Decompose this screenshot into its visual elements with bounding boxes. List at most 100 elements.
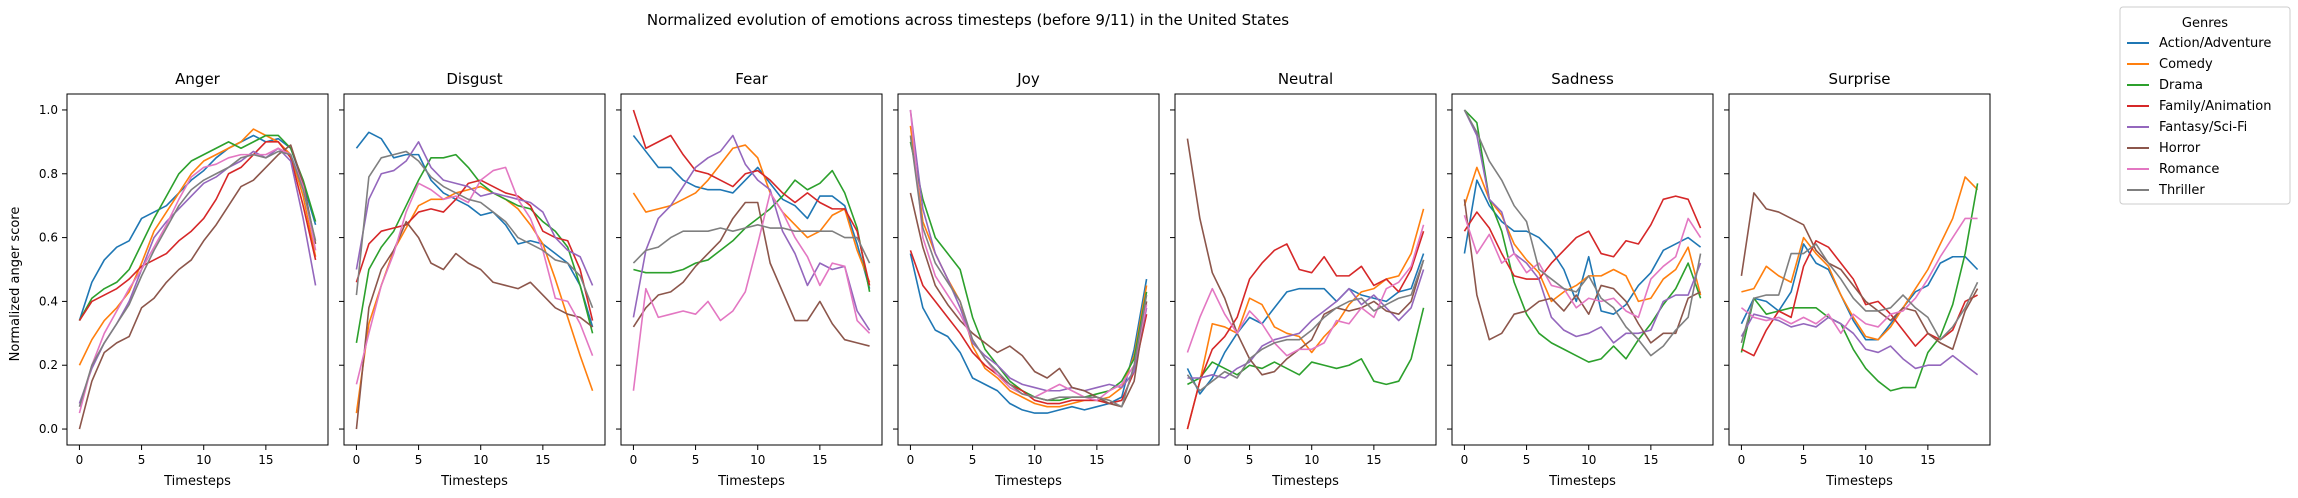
y-tick-label: 0.6: [39, 231, 58, 245]
subplot-surprise: 0 5 10 15 Surprise Timesteps: [1724, 70, 1991, 489]
subplot-anger: 0 5 10 15 0.0 0.2 0.4 0.6 0.8 1.0 Anger Timesteps: [39, 70, 329, 489]
x-tick-label: 15: [1366, 453, 1381, 467]
series-line-fantasy-sci-fi-joy: [909, 109, 1148, 392]
series-line-romance-fear: [632, 192, 871, 391]
series-line-horror-sadness: [1463, 199, 1701, 344]
x-axis-label: Timesteps: [1548, 474, 1616, 489]
x-axis-label: Timesteps: [994, 474, 1062, 489]
x-tick-label: 0: [353, 453, 361, 467]
x-tick-label: 0: [907, 453, 915, 467]
legend-item: Action/Adventure: [2127, 36, 2271, 51]
plot-frame-neutral: [1174, 93, 1437, 446]
legend-item: Thriller: [2127, 183, 2205, 198]
series-line-drama-fear: [633, 169, 871, 292]
plot-frame-fear: [620, 93, 883, 446]
subplot-title: Disgust: [446, 70, 502, 88]
series-line-romance-anger: [78, 147, 317, 414]
x-tick-label: 0: [76, 453, 84, 467]
legend: Genres Action/Adventure Comedy Drama Family…: [2119, 6, 2291, 205]
series-line-family-animation-sadness: [1463, 195, 1702, 280]
subplot-title: Anger: [175, 70, 221, 88]
legend-item: Comedy: [2127, 57, 2213, 72]
series-line-thriller-disgust: [355, 150, 594, 309]
legend-label: Family/Animation: [2159, 99, 2272, 114]
series-line-fantasy-sci-fi-surprise: [1740, 313, 1979, 376]
legend-title: Genres: [2182, 16, 2228, 31]
x-tick-label: 10: [1581, 453, 1596, 467]
x-tick-label: 5: [1523, 453, 1531, 467]
x-tick-label: 5: [969, 453, 977, 467]
x-axis-label: Timesteps: [1825, 474, 1893, 489]
x-axis-label: Timesteps: [440, 474, 508, 489]
x-tick-label: 5: [692, 453, 700, 467]
subplot-title: Sadness: [1551, 70, 1614, 88]
legend-label: Comedy: [2159, 57, 2213, 72]
legend-label: Drama: [2159, 78, 2203, 93]
x-tick-label: 10: [750, 453, 765, 467]
legend-frame: [2119, 6, 2291, 205]
subplot-joy: 0 5 10 15 Joy Timesteps: [893, 70, 1160, 489]
series-line-comedy-anger: [78, 128, 317, 366]
x-tick-label: 5: [1246, 453, 1254, 467]
x-tick-label: 5: [415, 453, 423, 467]
plot-frame-joy: [897, 93, 1160, 446]
series-line-horror-neutral: [1186, 138, 1425, 376]
subplot-title: Joy: [1016, 70, 1040, 88]
x-tick-label: 10: [1304, 453, 1319, 467]
legend-item: Horror: [2127, 141, 2201, 156]
series-line-horror-fear: [632, 201, 870, 347]
series-line-thriller-fear: [632, 224, 871, 264]
series-line-drama-anger: [78, 134, 317, 321]
series-line-thriller-sadness: [1463, 109, 1702, 357]
x-tick-label: 10: [473, 453, 488, 467]
plot-frame-sadness: [1451, 93, 1714, 446]
x-tick-label: 0: [1184, 453, 1192, 467]
y-tick-label: 0.2: [39, 358, 58, 372]
y-tick-label: 0.4: [39, 294, 58, 308]
series-line-family-animation-surprise: [1741, 239, 1978, 357]
x-tick-label: 15: [258, 453, 273, 467]
legend-label: Horror: [2159, 141, 2201, 156]
series-line-drama-neutral: [1187, 307, 1425, 386]
series-line-action-adventure-neutral: [1186, 253, 1425, 395]
series-line-action-adventure-sadness: [1463, 179, 1702, 315]
plot-frame-disgust: [343, 93, 606, 446]
subplot-disgust: 0 5 10 15 Disgust Timesteps: [339, 70, 606, 489]
x-tick-label: 5: [1800, 453, 1808, 467]
y-tick-label: 1.0: [39, 103, 58, 117]
y-tick-label: 0.8: [39, 167, 58, 181]
subplot-fear: 0 5 10 15 Fear Timesteps: [616, 70, 883, 489]
series-line-romance-surprise: [1740, 217, 1978, 335]
legend-entries: Action/Adventure Comedy Drama Family/Animat…: [2127, 36, 2272, 198]
x-axis-label: Timesteps: [163, 474, 231, 489]
series-line-action-adventure-fear: [632, 134, 871, 289]
series-line-romance-disgust: [355, 166, 594, 385]
x-tick-label: 15: [535, 453, 550, 467]
figure-title: Normalized evolution of emotions across …: [647, 11, 1289, 29]
series-line-comedy-fear: [632, 144, 871, 283]
legend-label: Action/Adventure: [2159, 36, 2271, 51]
series-line-comedy-surprise: [1741, 176, 1979, 341]
legend-item: Family/Animation: [2127, 99, 2272, 114]
series-line-horror-surprise: [1740, 192, 1979, 351]
series-line-romance-sadness: [1463, 215, 1702, 319]
series-line-thriller-joy: [909, 135, 1148, 408]
x-tick-label: 10: [196, 453, 211, 467]
plot-frame-anger: [66, 93, 329, 446]
x-tick-label: 15: [1089, 453, 1104, 467]
subplots: 0 5 10 15 0.0 0.2 0.4 0.6 0.8 1.0 Anger Timesteps 0 5…: [39, 70, 1991, 489]
x-tick-label: 0: [1738, 453, 1746, 467]
subplot-title: Surprise: [1828, 70, 1890, 88]
subplot-sadness: 0 5 10 15 Sadness Timesteps: [1447, 70, 1714, 489]
y-tick-label: 0.0: [39, 422, 58, 436]
series-line-family-animation-anger: [78, 141, 317, 321]
x-axis-label: Timesteps: [1271, 474, 1339, 489]
series-line-action-adventure-surprise: [1740, 243, 1979, 341]
series-line-drama-joy: [909, 141, 1148, 402]
x-tick-label: 15: [812, 453, 827, 467]
x-tick-label: 15: [1643, 453, 1658, 467]
legend-item: Fantasy/Sci-Fi: [2127, 120, 2247, 135]
series-line-thriller-neutral: [1186, 259, 1425, 392]
